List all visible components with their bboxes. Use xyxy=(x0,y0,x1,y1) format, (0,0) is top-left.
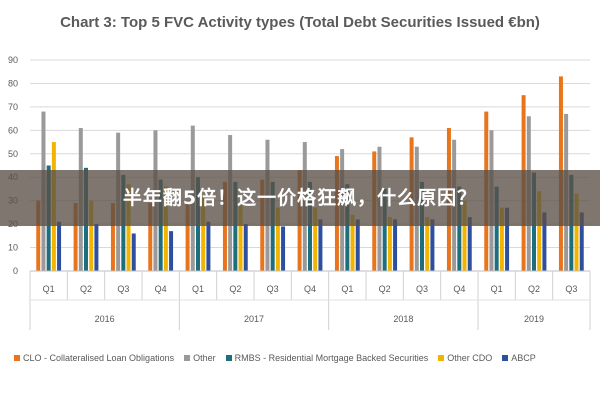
bar xyxy=(233,181,238,271)
bar xyxy=(73,203,78,271)
bar xyxy=(574,193,579,271)
y-tick-label: 70 xyxy=(8,102,18,112)
bar xyxy=(110,203,115,271)
bar xyxy=(243,224,248,271)
x-tick-label: Q3 xyxy=(117,284,129,294)
bar xyxy=(345,184,350,271)
bar xyxy=(36,200,41,271)
bar xyxy=(350,214,355,271)
bar xyxy=(467,217,472,271)
x-tick-label: Q3 xyxy=(416,284,428,294)
legend-swatch xyxy=(438,355,445,361)
bar xyxy=(579,212,584,271)
chart-legend: CLO - Collateralised Loan Obligations Oth… xyxy=(14,353,594,363)
overlay-banner xyxy=(0,170,600,226)
legend-swatch xyxy=(14,355,20,361)
bar xyxy=(499,207,504,271)
bar xyxy=(308,181,312,271)
bar xyxy=(206,221,211,271)
x-tick-label: Q1 xyxy=(341,284,353,294)
legend-swatch xyxy=(184,355,191,361)
bar xyxy=(355,219,360,271)
legend-label: RMBS - Residential Mortgage Backed Secur… xyxy=(234,353,429,363)
bar xyxy=(57,221,62,271)
x-tick-label: Q4 xyxy=(155,284,167,294)
bar xyxy=(505,207,510,271)
bar xyxy=(222,181,227,271)
bar xyxy=(163,186,168,271)
legend-label: ABCP xyxy=(511,353,536,363)
bar xyxy=(425,217,430,271)
x-tick-label: Q2 xyxy=(229,284,241,294)
legend-item: Other CDO xyxy=(438,353,492,363)
bar xyxy=(382,188,387,271)
y-tick-label: 60 xyxy=(8,125,18,135)
bar xyxy=(148,203,153,271)
legend-item: Other xyxy=(184,353,216,363)
x-tick-label: Q2 xyxy=(528,284,540,294)
y-tick-label: 90 xyxy=(8,55,18,65)
x-tick-label: Q2 xyxy=(80,284,92,294)
bar xyxy=(462,200,467,271)
chart-title: Chart 3: Top 5 FVC Activity types (Total… xyxy=(60,14,540,31)
bar xyxy=(131,233,136,271)
bar xyxy=(238,205,243,271)
x-group-label: 2017 xyxy=(244,314,264,324)
x-tick-label: Q1 xyxy=(192,284,204,294)
y-tick-label: 0 xyxy=(13,266,18,276)
bar xyxy=(430,219,435,271)
bar xyxy=(275,207,280,271)
bar xyxy=(126,184,131,271)
bar xyxy=(185,203,190,271)
bar xyxy=(542,212,547,271)
bar xyxy=(94,224,99,271)
legend-label: CLO - Collateralised Loan Obligations xyxy=(23,353,175,363)
bar xyxy=(201,195,206,271)
bar xyxy=(318,219,323,271)
x-tick-label: Q1 xyxy=(491,284,503,294)
y-tick-label: 50 xyxy=(8,149,18,159)
overlay-banner-text: 半年翻5倍！这一价格狂飙，什么原因？ xyxy=(122,187,478,209)
bar xyxy=(270,181,275,271)
legend-label: Other xyxy=(193,353,216,363)
bar xyxy=(313,207,318,271)
bar xyxy=(281,226,286,271)
x-tick-label: Q1 xyxy=(43,284,55,294)
y-tick-label: 80 xyxy=(8,78,18,88)
x-group-label: 2016 xyxy=(95,314,115,324)
legend-item: ABCP xyxy=(502,353,536,363)
x-tick-label: Q4 xyxy=(304,284,316,294)
legend-swatch xyxy=(502,355,509,361)
bar xyxy=(494,186,499,271)
bar xyxy=(457,186,462,271)
x-tick-label: Q4 xyxy=(453,284,465,294)
x-tick-label: Q3 xyxy=(565,284,577,294)
bar xyxy=(537,191,542,271)
bar xyxy=(89,200,94,271)
legend-swatch xyxy=(225,355,232,361)
y-tick-label: 10 xyxy=(8,243,18,253)
bar xyxy=(393,219,398,271)
legend-item: CLO - Collateralised Loan Obligations xyxy=(14,353,174,363)
legend-label: Other CDO xyxy=(447,353,493,363)
legend-item: RMBS - Residential Mortgage Backed Secur… xyxy=(225,353,429,363)
x-tick-label: Q2 xyxy=(379,284,391,294)
bar xyxy=(169,231,174,271)
x-group-label: 2019 xyxy=(524,314,544,324)
bar xyxy=(420,181,424,271)
bar xyxy=(387,217,392,271)
x-tick-label: Q3 xyxy=(267,284,279,294)
x-group-label: 2018 xyxy=(393,314,413,324)
